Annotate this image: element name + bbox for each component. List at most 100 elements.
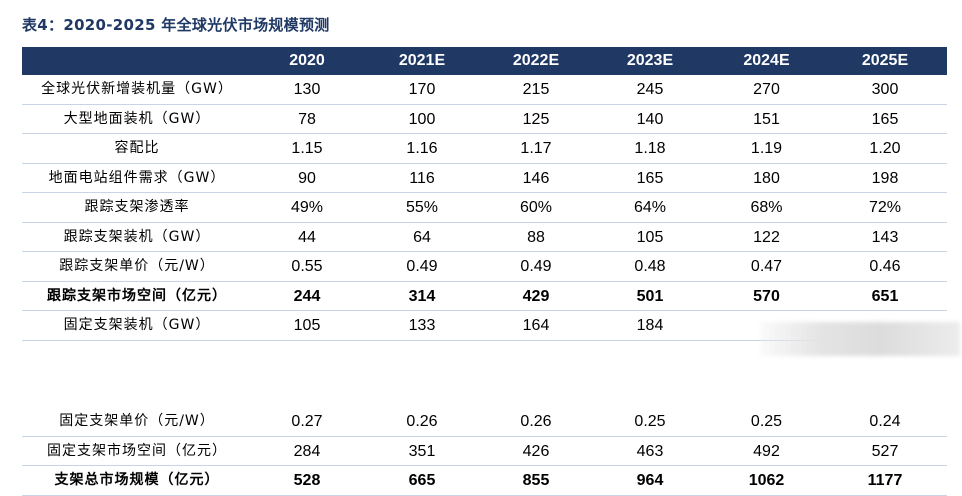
table-cell: 527 bbox=[871, 442, 899, 460]
table-cell: 528 bbox=[293, 472, 321, 489]
table-cell: 122 bbox=[753, 228, 780, 246]
table-cell: 0.48 bbox=[634, 258, 666, 275]
table-cell: 180 bbox=[753, 169, 780, 187]
table-cell: 651 bbox=[871, 287, 899, 305]
table-cell: 244 bbox=[293, 287, 321, 305]
table-cell: 133 bbox=[408, 317, 436, 334]
row-label: 跟踪支架渗透率 bbox=[84, 199, 190, 215]
table-cell: 170 bbox=[408, 81, 436, 98]
header-cell-2025e: 2025E bbox=[861, 52, 909, 69]
table-cell: 140 bbox=[636, 110, 664, 128]
forecast-table: 2020 2021E 2022E 2023E 2024E 2025E 全球光伏新… bbox=[22, 47, 947, 341]
table-cell: 492 bbox=[753, 442, 780, 460]
row-label: 固定支架单价（元/W） bbox=[59, 413, 215, 429]
header-cell-label bbox=[22, 47, 252, 75]
table-cell: 1062 bbox=[748, 472, 785, 489]
table-cell: 215 bbox=[522, 81, 550, 98]
table-cell: 0.27 bbox=[291, 413, 323, 430]
table-cell: 0.24 bbox=[869, 413, 901, 430]
table-cell: 105 bbox=[636, 228, 664, 246]
redaction-blur bbox=[760, 322, 960, 356]
table-cell: 570 bbox=[753, 287, 780, 305]
table-cell: 184 bbox=[636, 317, 664, 334]
table-body-top: 全球光伏新增装机量（GW） 130 170 215 245 270 300 大型地面装机（GW… bbox=[22, 75, 947, 341]
table-cell: 300 bbox=[871, 81, 899, 98]
table-cell: 0.55 bbox=[291, 258, 323, 275]
table-cell: 100 bbox=[408, 110, 436, 128]
header-cell-2020: 2020 bbox=[289, 52, 325, 69]
table-cell: 68% bbox=[750, 199, 783, 216]
table-cell: 90 bbox=[298, 169, 316, 187]
row-label: 地面电站组件需求（GW） bbox=[48, 169, 226, 186]
table-cell: 245 bbox=[636, 81, 664, 98]
table-cell: 165 bbox=[636, 169, 664, 187]
table-cell: 314 bbox=[408, 287, 436, 305]
table-cell: 1.16 bbox=[406, 140, 438, 157]
row-label: 固定支架市场空间（亿元） bbox=[47, 442, 227, 459]
table-cell: 198 bbox=[871, 169, 899, 187]
table-header-row: 2020 2021E 2022E 2023E 2024E 2025E bbox=[22, 47, 947, 75]
row-label: 跟踪支架装机（GW） bbox=[63, 228, 211, 245]
table-cell: 146 bbox=[522, 169, 550, 187]
table-cell: 1.17 bbox=[520, 140, 552, 157]
table-cell: 116 bbox=[409, 169, 435, 187]
table-row: 大型地面装机（GW） 78 100 125 140 151 165 bbox=[22, 105, 947, 134]
table-cell: 55% bbox=[405, 199, 439, 216]
table-cell: 0.25 bbox=[750, 413, 783, 430]
table-cell: 1.15 bbox=[291, 140, 323, 157]
table-cell: 0.26 bbox=[520, 413, 552, 430]
table-cell: 351 bbox=[408, 442, 436, 460]
table-cell: 72% bbox=[868, 199, 902, 216]
table-cell: 1177 bbox=[867, 472, 903, 489]
table-cell: 665 bbox=[408, 472, 436, 489]
table-cell: 0.49 bbox=[520, 258, 552, 275]
table-row: 全球光伏新增装机量（GW） 130 170 215 245 270 300 bbox=[22, 75, 947, 105]
table-row: 跟踪支架市场空间（亿元） 244 314 429 501 570 651 bbox=[22, 282, 947, 311]
table-cell: 284 bbox=[293, 442, 321, 460]
table-cell: 501 bbox=[636, 287, 664, 305]
row-label: 全球光伏新增装机量（GW） bbox=[41, 81, 233, 97]
table-cell: 270 bbox=[753, 81, 780, 98]
header-cell-2022e: 2022E bbox=[512, 52, 560, 69]
table-cell: 426 bbox=[522, 442, 550, 460]
table-cell: 125 bbox=[522, 110, 550, 128]
header-cell-2021e: 2021E bbox=[398, 52, 446, 69]
table-cell: 130 bbox=[293, 81, 321, 98]
table-row: 地面电站组件需求（GW） 90 116 146 165 180 198 bbox=[22, 164, 947, 193]
table-cell: 78 bbox=[298, 110, 316, 128]
table-cell: 0.46 bbox=[869, 258, 901, 275]
table-title: 表4：2020-2025 年全球光伏市场规模预测 bbox=[22, 16, 330, 34]
table-row: 容配比 1.15 1.16 1.17 1.18 1.19 1.20 bbox=[22, 134, 947, 164]
table-cell: 88 bbox=[527, 228, 545, 246]
row-label: 大型地面装机（GW） bbox=[63, 110, 211, 127]
table-cell: 1.20 bbox=[869, 140, 901, 157]
row-label: 容配比 bbox=[114, 140, 160, 156]
table-cell: 151 bbox=[753, 110, 780, 128]
table-cell: 64 bbox=[413, 228, 431, 246]
table-cell: 44 bbox=[298, 228, 316, 246]
table-cell: 64% bbox=[633, 199, 667, 216]
table-cell: 0.25 bbox=[634, 413, 666, 430]
header-cell-2023e: 2023E bbox=[626, 52, 674, 69]
table-row: 固定支架装机（GW） 105 133 164 184 bbox=[22, 311, 947, 341]
table-row: 固定支架单价（元/W） 0.27 0.26 0.26 0.25 0.25 0.24 bbox=[22, 407, 947, 437]
row-label: 跟踪支架单价（元/W） bbox=[59, 258, 215, 274]
table-cell: 143 bbox=[871, 228, 899, 246]
table-cell: 49% bbox=[290, 199, 324, 216]
table-cell: 164 bbox=[522, 317, 550, 334]
header-cell-2024e: 2024E bbox=[743, 52, 790, 69]
table-row: 支架总市场规模（亿元） 528 665 855 964 1062 1177 bbox=[22, 466, 947, 496]
table-row: 跟踪支架单价（元/W） 0.55 0.49 0.49 0.48 0.47 0.46 bbox=[22, 252, 947, 282]
row-label: 支架总市场规模（亿元） bbox=[54, 472, 220, 488]
table-cell: 0.47 bbox=[750, 258, 783, 275]
table-cell: 964 bbox=[636, 472, 664, 489]
table-row: 固定支架市场空间（亿元） 284 351 426 463 492 527 bbox=[22, 437, 947, 466]
table-cell: 1.18 bbox=[634, 140, 666, 157]
table-cell: 463 bbox=[636, 442, 664, 460]
table-cell: 105 bbox=[293, 317, 321, 334]
table-cell: 0.49 bbox=[406, 258, 438, 275]
table-row: 跟踪支架装机（GW） 44 64 88 105 122 143 bbox=[22, 223, 947, 252]
table-cell: 1.19 bbox=[750, 140, 783, 157]
table-cell: 165 bbox=[871, 110, 899, 128]
row-label: 跟踪支架市场空间（亿元） bbox=[47, 287, 227, 304]
